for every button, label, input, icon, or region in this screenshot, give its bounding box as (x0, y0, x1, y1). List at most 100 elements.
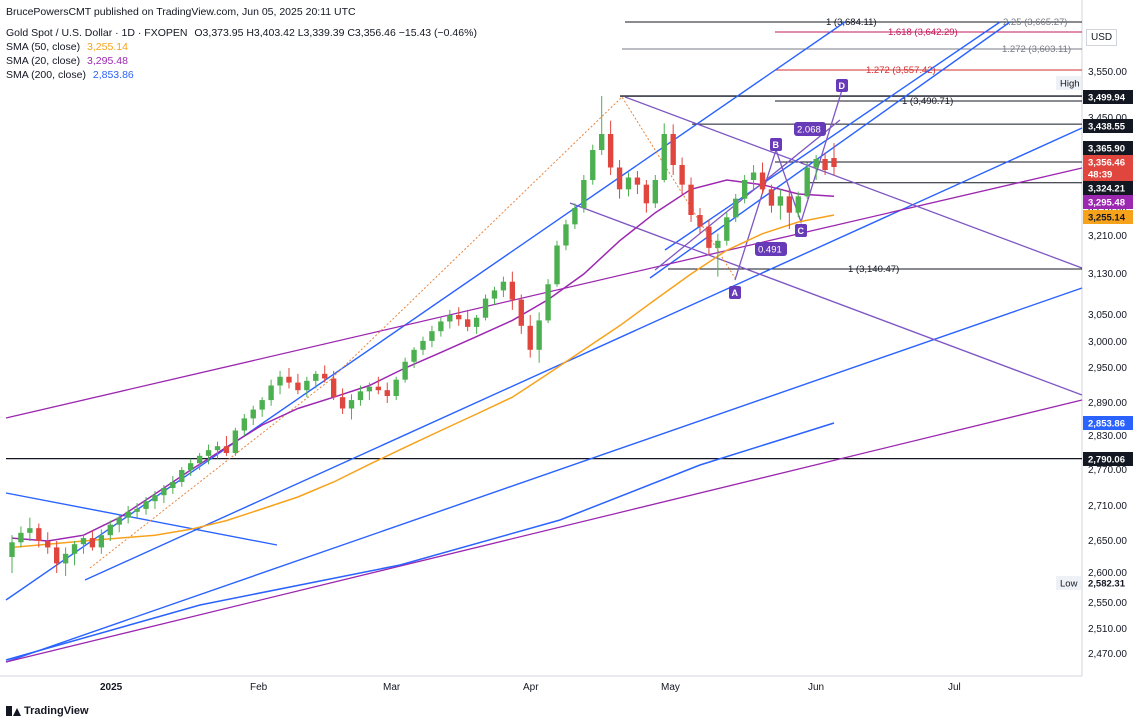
candle-body (724, 217, 730, 241)
candle-body (36, 528, 42, 541)
trend-line (5, 21, 846, 601)
trend-line (569, 202, 1083, 396)
candle-body (741, 180, 748, 199)
price-tag: 3,438.55 (1088, 122, 1126, 133)
candle-body (464, 319, 471, 327)
pattern-point-label: C (798, 226, 805, 236)
price-tag: 2,582.31 (1088, 579, 1126, 590)
price-tag-bg (1083, 119, 1133, 133)
y-tick-label: 3,050.00 (1088, 310, 1127, 321)
y-tick-label: 2,770.00 (1088, 465, 1127, 476)
trend-line (649, 21, 1011, 279)
legend-sma200[interactable]: SMA (200, close) 2,853.86 (6, 69, 134, 82)
price-tag: 2,853.86 (1088, 419, 1125, 430)
candle-body (384, 390, 390, 396)
candle-body (241, 418, 247, 431)
candle-body (286, 376, 292, 383)
fib-label: 2.25 (3,665.27) (1003, 17, 1067, 28)
candle-body (259, 400, 265, 410)
price-tag: 3,255.14 (1088, 213, 1126, 224)
currency-button[interactable]: USD (1086, 29, 1118, 46)
candle-body (402, 361, 408, 380)
x-tick-label: Mar (383, 682, 401, 693)
candle-body (107, 524, 113, 536)
y-tick-label: 3,210.00 (1088, 231, 1127, 242)
candle-body (71, 544, 78, 554)
price-tag-bg (1056, 76, 1081, 90)
ratio-badge (794, 122, 826, 136)
candle-body (188, 463, 194, 470)
sma50-label: SMA (50, close) (6, 41, 81, 53)
y-tick-label: 2,830.00 (1088, 431, 1127, 442)
publisher-line: BrucePowersCMT published on TradingView.… (6, 6, 356, 18)
candle-body (625, 177, 632, 190)
x-tick-label: 2025 (100, 682, 123, 693)
tradingview-brand: TradingView (6, 705, 89, 717)
candle-body (27, 528, 33, 533)
sma200-value: 2,853.86 (92, 69, 134, 81)
trend-line (664, 21, 1001, 251)
candle-body (420, 340, 426, 350)
candle-body (205, 450, 212, 456)
y-tick-label: 2,890.00 (1088, 398, 1127, 409)
ratio-label: 0.491 (758, 245, 782, 256)
fib-label: 1 (3,140.47) (848, 264, 899, 275)
price-tag-bg (1083, 181, 1133, 195)
sma20-label: SMA (20, close) (6, 55, 81, 67)
candle-body (143, 501, 149, 509)
pattern-point-marker (770, 138, 782, 151)
trend-line (5, 492, 278, 546)
candle-body (161, 488, 167, 496)
candle-body (563, 224, 569, 246)
sma200-label: SMA (200, close) (6, 69, 86, 81)
ohlc-line: Gold Spot / U.S. Dollar · 1D · FXOPEN O3… (6, 27, 477, 40)
pattern-point-label: B (773, 140, 780, 150)
fib-label: 1 (3,684.11) (826, 17, 877, 28)
y-tick-label: 3,130.00 (1088, 269, 1127, 280)
pattern-point-marker (729, 286, 741, 299)
candle-body (116, 517, 122, 525)
sma20-value: 3,295.48 (87, 55, 128, 67)
x-tick-label: Feb (250, 682, 268, 693)
candle-body (339, 397, 346, 409)
symbol-label[interactable]: Gold Spot / U.S. Dollar · 1D · FXOPEN (6, 27, 188, 39)
trend-line (624, 96, 1083, 269)
ohlc-values: O3,373.95 H3,403.42 L3,339.39 C3,356.46 … (194, 27, 477, 39)
candle-body (652, 180, 658, 204)
candle-body (250, 409, 256, 419)
candle-body (715, 240, 721, 248)
candle-body (313, 373, 319, 381)
fib-label: 1.618 (3,642.29) (888, 27, 958, 38)
candle-body (438, 321, 444, 332)
candle-body (590, 150, 596, 180)
candle-body (688, 184, 694, 215)
candle-body (500, 281, 507, 291)
candle-body (295, 382, 301, 391)
candle-body (670, 134, 676, 165)
candle-body (214, 446, 221, 451)
candle-body (634, 177, 641, 185)
candle-body (196, 455, 203, 464)
legend-sma50[interactable]: SMA (50, close) 3,255.14 (6, 41, 128, 54)
candle-body (411, 349, 417, 362)
candle-body (304, 380, 310, 391)
candle-body (786, 196, 793, 213)
price-tag: 3,295.48 (1088, 198, 1125, 209)
candle-body (491, 290, 498, 299)
price-tag-bg (1056, 576, 1081, 590)
legend-sma20[interactable]: SMA (20, close) 3,295.48 (6, 55, 128, 68)
price-tag-bg (1083, 195, 1133, 209)
candle-body (750, 172, 757, 180)
candle-body (813, 159, 819, 168)
y-tick-label: 2,650.00 (1088, 536, 1127, 547)
x-tick-label: Jul (948, 682, 961, 693)
candle-body (366, 386, 373, 392)
candle-body (223, 446, 230, 453)
price-tag-bg (1083, 452, 1133, 466)
candle-body (795, 196, 801, 213)
candle-body (616, 167, 623, 190)
candle-body (661, 134, 667, 180)
price-tag-bg (1083, 167, 1133, 181)
